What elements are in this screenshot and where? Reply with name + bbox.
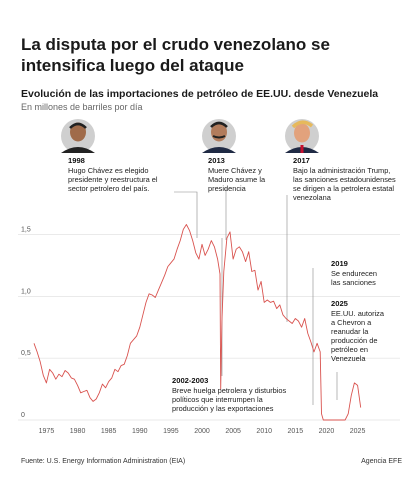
annotation-year: 1998 [68,156,85,165]
chart-subtitle: Evolución de las importaciones de petról… [21,88,379,100]
annotation-text: producción y las exportaciones [172,404,274,413]
portrait-chavez-icon [61,119,95,153]
annotation-text: a Chevron a [331,318,372,327]
annotation-text: EE.UU. autoriza [331,309,385,318]
x-tick-label: 2025 [350,428,366,435]
annotation-text: Bajo la administración Trump, [293,166,390,175]
annotation-text: venezolana [293,193,332,202]
annotation-text: Muere Chávez y [208,166,262,175]
annotation-text: Se endurecen [331,269,377,278]
x-axis-ticks: 1975 1980 1985 1990 1995 2000 2005 2010 2015 2020… [39,428,366,435]
annotation-text: Breve huelga petrolera y disturbios [172,386,287,395]
x-tick-label: 2010 [256,428,272,435]
x-tick-label: 2015 [288,428,304,435]
portrait-maduro-icon [202,119,236,153]
portrait-trump-icon [285,119,319,153]
annotation-text: petróleo en [331,345,368,354]
annotation-year: 2025 [331,299,349,308]
annotation-year: 2017 [293,156,310,165]
annotation-text: las sanciones estadounidenses [293,175,396,184]
annotation-text: sector petrolero del país. [68,184,149,193]
x-tick-label: 2005 [225,428,241,435]
x-tick-label: 1990 [132,428,148,435]
source-note: Fuente: U.S. Energy Information Administ… [21,458,186,465]
x-tick-label: 1985 [101,428,117,435]
y-tick-label: 0 [21,412,25,419]
annotation-text: Hugo Chávez es elegido [68,166,149,175]
annotation-text: reanudar la [331,327,369,336]
y-tick-label: 1,0 [21,288,31,295]
series-line [33,224,362,421]
annotation-text: políticos que interrumpen la [172,395,264,404]
x-tick-label: 2020 [319,428,335,435]
annotation-text: las sanciones [331,278,376,287]
annotation-text: se dirigen a la petrolera estatal [293,184,394,193]
y-axis-ticks: 0 0,5 1,0 1,5 [21,226,31,419]
annotation-text: Maduro asume la [208,175,266,184]
y-tick-label: 0,5 [21,350,31,357]
page-title: La disputa por el crudo venezolano se in… [21,35,330,75]
x-tick-label: 2000 [194,428,210,435]
y-tick-label: 1,5 [21,226,31,233]
annotation-text: presidencia [208,184,247,193]
x-tick-label: 1995 [163,428,179,435]
annotation-text: producción de [331,336,377,345]
unit-label: En millones de barriles por día [21,102,143,112]
annotation-year: 2019 [331,259,348,268]
annotation-text: Venezuela [331,354,366,363]
x-tick-label: 1980 [70,428,86,435]
annotation-text: presidente y reestructura el [68,175,158,184]
x-tick-label: 1975 [39,428,55,435]
annotation-leader [174,191,198,238]
credit-note: Agencia EFE [361,458,402,465]
annotation-year: 2013 [208,156,225,165]
annotation-year: 2002-2003 [172,376,208,385]
